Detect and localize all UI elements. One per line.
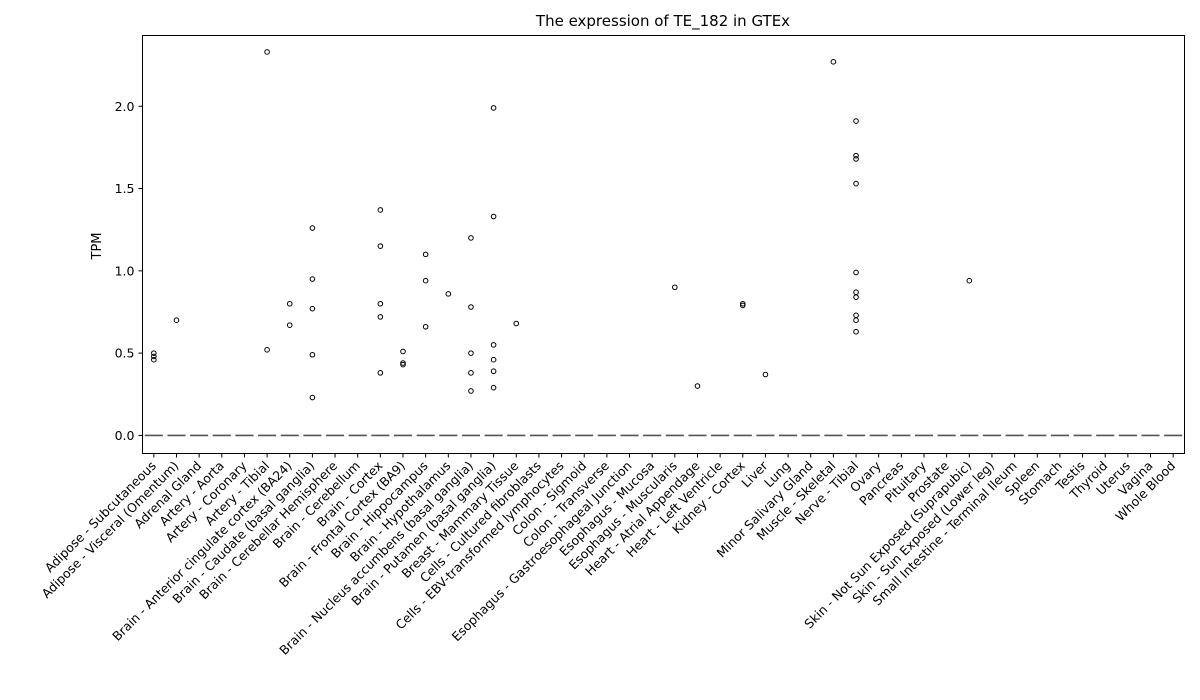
outlier-point (490, 213, 497, 220)
outlier-point (468, 235, 474, 241)
outlier-point (853, 312, 859, 319)
outlier-point (309, 305, 316, 312)
y-axis-label: TPM (90, 233, 105, 261)
outlier-point (377, 314, 384, 320)
outlier-point (490, 105, 497, 111)
outlier-point (377, 370, 384, 376)
outlier-point (173, 317, 180, 324)
outlier-point (151, 356, 157, 363)
outlier-point (853, 180, 859, 187)
plot-frame (142, 35, 1185, 454)
outlier-point (286, 300, 293, 307)
outlier-point (400, 348, 406, 355)
outlier-point (264, 49, 270, 55)
outlier-point (309, 351, 316, 358)
outlier-point (490, 356, 497, 363)
chart-title: The expression of TE_182 in GTEx (535, 12, 790, 31)
outlier-point (853, 289, 859, 296)
outlier-point (739, 302, 746, 309)
outlier-point (377, 207, 384, 213)
outlier-point (309, 276, 316, 282)
outlier-points (151, 49, 973, 401)
y-tick-label: 1.0 (115, 263, 135, 278)
outlier-point (309, 394, 316, 401)
outlier-point (151, 353, 157, 360)
outlier-point (739, 300, 746, 307)
outlier-point (966, 277, 973, 284)
outlier-point (309, 225, 316, 231)
outlier-point (445, 291, 452, 297)
outlier-point (490, 342, 497, 348)
y-tick-label: 1.5 (115, 181, 135, 196)
outlier-point (853, 156, 859, 162)
y-tick-label: 0.5 (115, 346, 135, 361)
outlier-point (422, 277, 429, 284)
outlier-point (853, 317, 859, 324)
outlier-point (468, 370, 474, 376)
outlier-point (853, 118, 859, 124)
outlier-point (830, 59, 837, 65)
outlier-point (468, 304, 474, 310)
outlier-point (762, 371, 769, 378)
outlier-point (422, 251, 429, 258)
y-tick-label: 0.0 (115, 428, 135, 443)
outlier-point (468, 388, 474, 394)
outlier-point (422, 323, 429, 330)
outlier-point (513, 320, 520, 327)
outlier-point (694, 383, 701, 389)
outlier-point (853, 294, 859, 300)
outlier-point (853, 152, 859, 159)
outlier-point (853, 269, 859, 276)
outlier-point (468, 350, 474, 356)
outlier-point (377, 300, 384, 307)
outlier-point (151, 350, 157, 356)
outlier-point (400, 360, 406, 366)
y-axis-ticks: 0.0 0.5 1.0 1.5 2.0 (115, 99, 143, 443)
outlier-point (853, 328, 859, 335)
outlier-point (672, 284, 678, 291)
outlier-point (490, 384, 497, 391)
outlier-point (400, 361, 406, 368)
x-tick-label: Adipose - Visceral (Omentum) (38, 458, 181, 601)
y-tick-label: 2.0 (115, 99, 135, 114)
outlier-point (264, 347, 270, 353)
outlier-point (286, 322, 293, 328)
outlier-point (490, 368, 497, 375)
outlier-point (377, 243, 384, 249)
